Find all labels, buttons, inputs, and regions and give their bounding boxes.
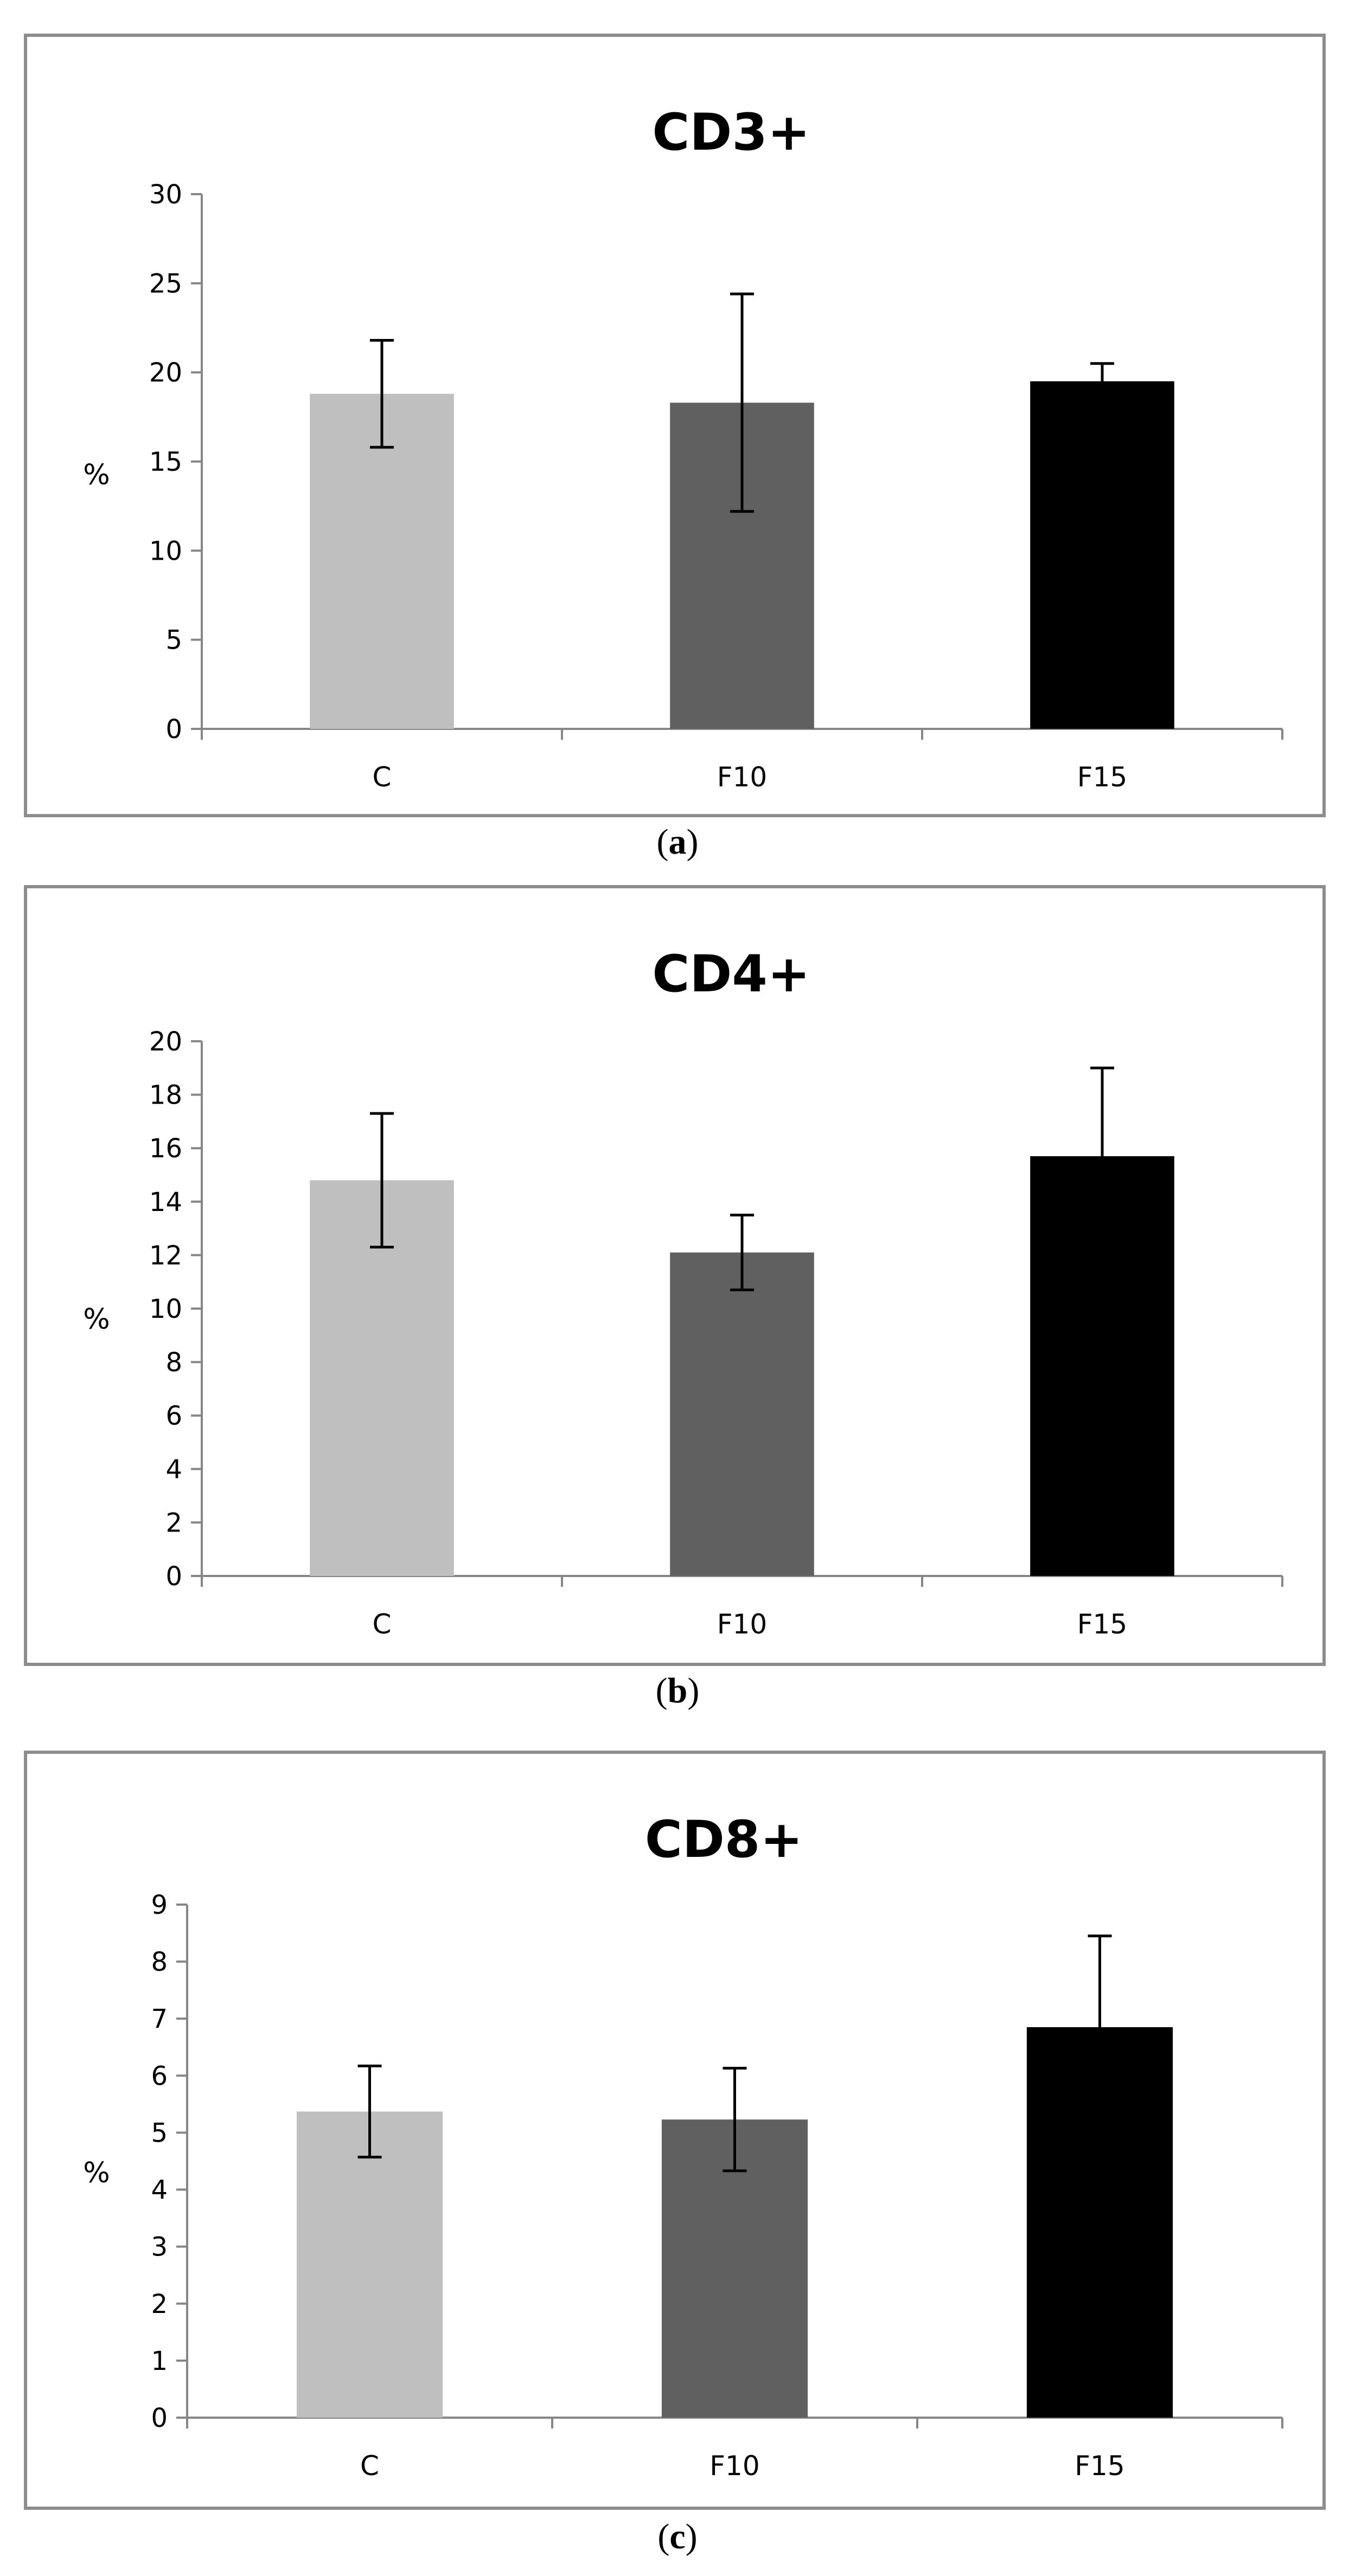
y-tick-label: 0 — [151, 2403, 168, 2433]
chart-panel-b: CD4+% 0 2 4 6 8 10 12 14 16 18 20 C F10 F15 — [24, 885, 1326, 1666]
y-tick-label: 6 — [165, 1401, 182, 1431]
y-tick-label: 2 — [151, 2289, 168, 2319]
y-tick-label: 10 — [149, 536, 182, 566]
chart-svg-c: CD8+% 0 1 2 3 4 5 6 7 8 9 C F10 F15 — [83, 1810, 1283, 2482]
x-category-label: F15 — [1077, 761, 1127, 793]
x-category-label: F10 — [717, 1609, 767, 1640]
y-tick-label: 5 — [165, 625, 182, 656]
y-axis-label: % — [83, 459, 110, 491]
bar-f10 — [670, 1252, 814, 1576]
y-axis-label: % — [83, 1303, 110, 1336]
bar-f15 — [1030, 381, 1174, 729]
chart-title: CD4+ — [652, 945, 810, 1004]
bar-c — [310, 394, 454, 729]
y-tick-label: 4 — [165, 1454, 182, 1485]
caption-open: ( — [655, 1671, 668, 1710]
y-tick-label: 18 — [149, 1080, 182, 1111]
caption-close: ) — [687, 1671, 700, 1710]
caption-letter: a — [668, 822, 687, 862]
caption-close: ) — [686, 822, 699, 862]
y-tick-label: 3 — [151, 2232, 168, 2263]
y-tick-label: 16 — [149, 1133, 182, 1164]
x-category-label: F15 — [1077, 1609, 1127, 1640]
y-tick-label: 25 — [149, 268, 182, 299]
y-tick-label: 4 — [151, 2175, 168, 2206]
x-category-label: F10 — [710, 2450, 759, 2482]
y-tick-label: 9 — [151, 1890, 168, 1920]
panel-caption-a: (a) — [0, 822, 1355, 863]
bar-c — [296, 2111, 443, 2418]
y-tick-label: 5 — [151, 2118, 168, 2148]
caption-close: ) — [685, 2517, 698, 2556]
chart-svg-a: CD3+% 0 5 10 15 20 25 30 C F10 F15 — [83, 103, 1283, 793]
x-category-label: C — [373, 761, 392, 793]
y-axis-label: % — [83, 2157, 110, 2189]
y-tick-label: 14 — [149, 1187, 182, 1217]
chart-title: CD8+ — [645, 1810, 803, 1869]
x-category-label: C — [360, 2450, 379, 2482]
y-tick-label: 7 — [151, 2004, 168, 2034]
x-category-label: F10 — [717, 761, 767, 793]
y-tick-label: 0 — [165, 714, 182, 745]
chart-title: CD3+ — [652, 103, 810, 162]
chart-svg-b: CD4+% 0 2 4 6 8 10 12 14 16 18 20 C F10 F15 — [83, 945, 1283, 1640]
y-tick-label: 2 — [165, 1508, 182, 1538]
y-tick-label: 10 — [149, 1294, 182, 1324]
caption-open: ( — [657, 2517, 670, 2556]
y-tick-label: 6 — [151, 2061, 168, 2091]
caption-open: ( — [656, 822, 669, 862]
y-tick-label: 30 — [149, 180, 182, 210]
x-category-label: F15 — [1075, 2450, 1124, 2482]
y-tick-label: 1 — [151, 2346, 168, 2376]
caption-letter: b — [667, 1671, 688, 1710]
x-category-label: C — [373, 1609, 392, 1640]
y-tick-label: 12 — [149, 1240, 182, 1271]
y-tick-label: 15 — [149, 447, 182, 477]
y-tick-label: 20 — [149, 1027, 182, 1057]
y-tick-label: 20 — [149, 358, 182, 388]
y-tick-label: 8 — [165, 1348, 182, 1378]
chart-panel-a: CD3+% 0 5 10 15 20 25 30 C F10 F15 — [24, 34, 1326, 817]
y-tick-label: 8 — [151, 1947, 168, 1977]
chart-panel-c: CD8+% 0 1 2 3 4 5 6 7 8 9 C F10 F15 — [24, 1751, 1326, 2510]
panel-caption-b: (b) — [0, 1670, 1355, 1712]
y-tick-label: 0 — [165, 1561, 182, 1592]
panel-caption-c: (c) — [0, 2516, 1355, 2558]
caption-letter: c — [669, 2517, 686, 2556]
